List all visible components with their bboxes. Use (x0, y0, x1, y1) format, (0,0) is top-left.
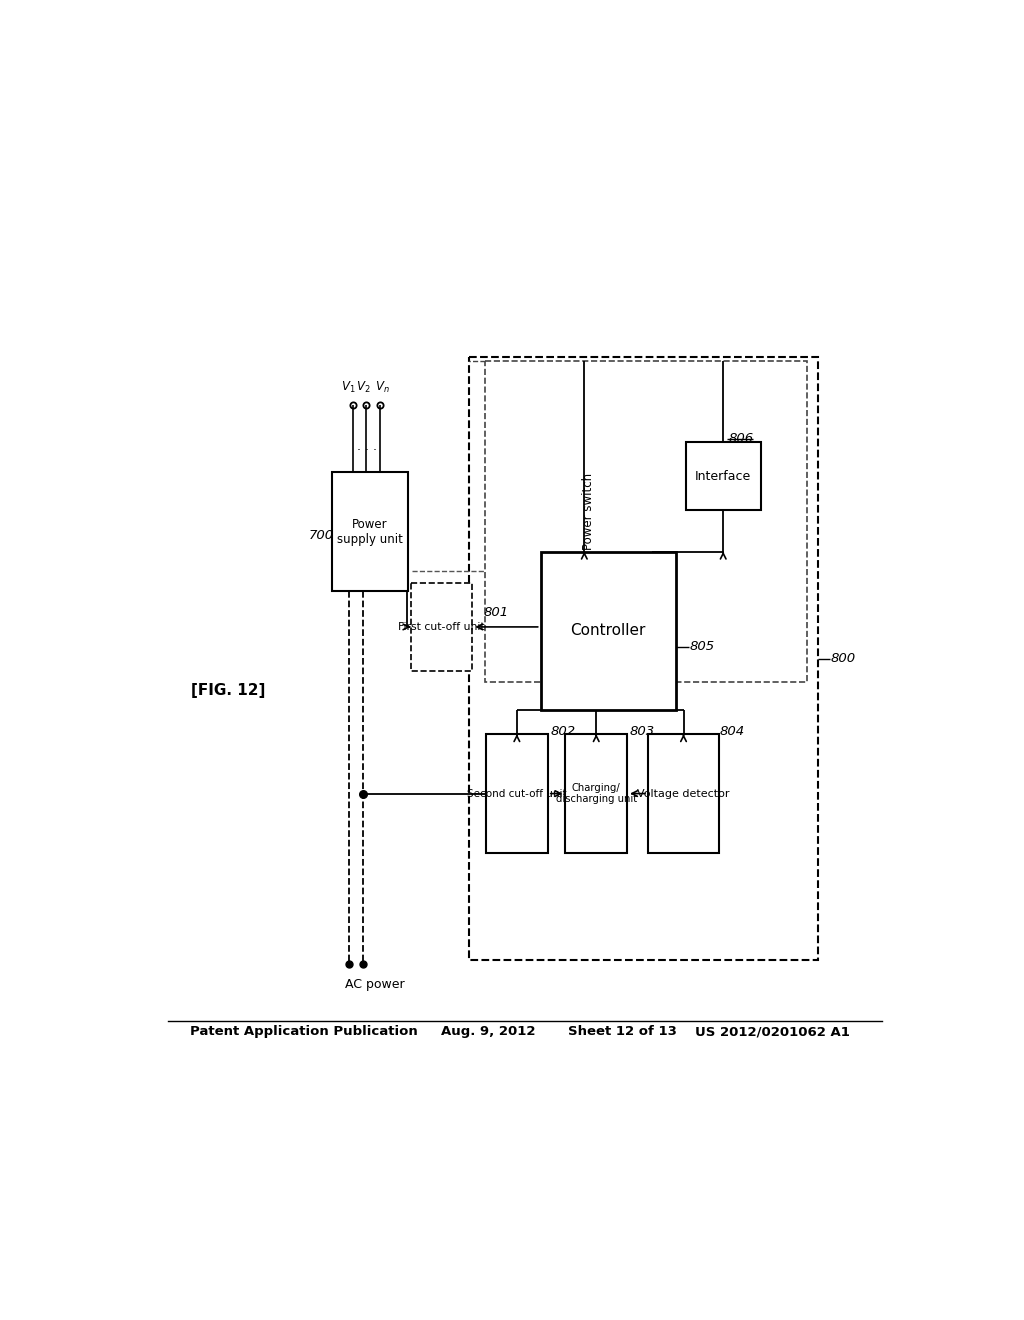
Text: Second cut-off unit: Second cut-off unit (467, 788, 566, 799)
Text: Voltage detector: Voltage detector (637, 788, 730, 799)
Text: Power switch: Power switch (582, 474, 595, 550)
Text: $V_n$: $V_n$ (375, 380, 389, 395)
Text: 803: 803 (630, 725, 654, 738)
Bar (485, 362, 807, 682)
Text: 805: 805 (690, 640, 715, 653)
Bar (486, 734, 548, 853)
Text: Interface: Interface (695, 470, 752, 483)
Text: 806: 806 (729, 433, 754, 445)
Text: . . .: . . . (357, 440, 377, 453)
Text: AC power: AC power (345, 978, 406, 991)
Text: Power
supply unit: Power supply unit (337, 517, 403, 545)
Text: 800: 800 (830, 652, 855, 665)
Bar (685, 442, 761, 510)
Text: 700: 700 (309, 529, 334, 543)
Text: 801: 801 (483, 606, 509, 619)
Bar (411, 583, 472, 671)
Text: Aug. 9, 2012: Aug. 9, 2012 (441, 1026, 536, 1038)
Bar (469, 358, 818, 960)
Text: $V_1$: $V_1$ (341, 380, 356, 395)
Text: First cut-off unit: First cut-off unit (398, 622, 484, 632)
Text: 804: 804 (719, 725, 744, 738)
Text: 802: 802 (551, 725, 577, 738)
Text: Patent Application Publication: Patent Application Publication (189, 1026, 418, 1038)
Bar (565, 734, 627, 853)
Text: US 2012/0201062 A1: US 2012/0201062 A1 (695, 1026, 850, 1038)
Text: [FIG. 12]: [FIG. 12] (191, 682, 266, 698)
Text: $V_2$: $V_2$ (356, 380, 371, 395)
Text: Sheet 12 of 13: Sheet 12 of 13 (568, 1026, 677, 1038)
Bar (333, 473, 408, 591)
Text: Controller: Controller (570, 623, 646, 639)
Bar (648, 734, 719, 853)
Bar (541, 552, 676, 710)
Text: Charging/
discharging unit: Charging/ discharging unit (556, 783, 637, 804)
